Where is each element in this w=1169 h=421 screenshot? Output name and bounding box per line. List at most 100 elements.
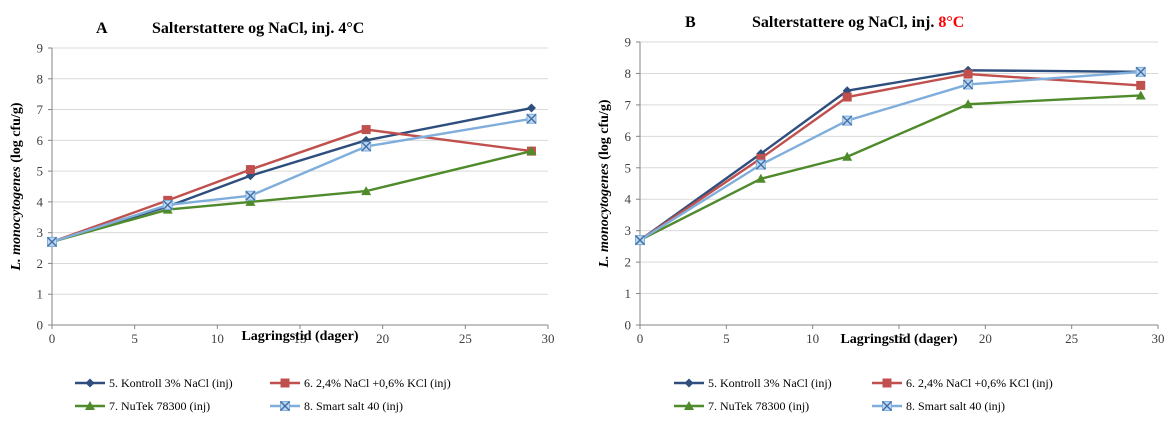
legend-item: 6. 2,4% NaCl +0,6% KCl (inj) [270, 376, 451, 390]
chart-title: Salterstattere og NaCl, inj. 8°C [752, 14, 964, 31]
series-1 [635, 65, 1146, 245]
chart-title: Salterstattere og NaCl, inj. 4°C [152, 20, 364, 37]
legend-item: 8. Smart salt 40 (inj) [270, 399, 403, 413]
series-1 [47, 103, 536, 247]
legend-item: 7. NuTek 78300 (inj) [75, 399, 210, 413]
series-line [51, 117, 532, 244]
legend-marker [882, 401, 892, 411]
legend-marker [684, 378, 694, 388]
series-line [51, 128, 532, 244]
x-tick-label: 25 [1065, 331, 1078, 346]
y-axis-title: L. monocytogenes (log cfu/g) [597, 99, 612, 268]
legend-label: 5. Kontroll 3% NaCl (inj) [109, 376, 233, 390]
legend-label: 8. Smart salt 40 (inj) [906, 399, 1005, 413]
x-tick-label: 10 [211, 331, 224, 346]
data-point [842, 115, 853, 126]
series-2 [635, 69, 1146, 245]
data-point [756, 153, 766, 163]
x-axis-title: Lagringstid (dager) [241, 329, 358, 344]
data-point [963, 79, 974, 90]
x-tick-label: 5 [131, 331, 138, 346]
x-axis-title: Lagringstid (dager) [840, 332, 957, 347]
data-point [842, 151, 853, 161]
x-tick-label: 15 [893, 331, 906, 346]
data-point [47, 236, 57, 247]
legend-marker [85, 401, 95, 410]
y-tick-label: 6 [625, 129, 632, 144]
legend: 5. Kontroll 3% NaCl (inj) 6. 2,4% NaCl +0… [75, 376, 451, 413]
legend-item: 6. 2,4% NaCl +0,6% KCl (inj) [872, 376, 1053, 390]
panel-letter: B [685, 14, 696, 31]
legend-item: 5. Kontroll 3% NaCl (inj) [75, 376, 233, 390]
x-tick-label: 20 [376, 331, 389, 346]
y-tick-label: 9 [625, 35, 632, 50]
data-point [526, 113, 537, 124]
y-tick-label: 0 [625, 318, 632, 333]
legend-label: 6. 2,4% NaCl +0,6% KCl (inj) [906, 376, 1053, 390]
x-tick-label: 30 [1152, 331, 1165, 346]
chart-title-temperature: 4°C [338, 20, 364, 37]
legend-label: 5. Kontroll 3% NaCl (inj) [708, 376, 832, 390]
data-point [526, 103, 536, 113]
series-line [51, 149, 532, 244]
y-tick-label: 2 [625, 255, 632, 270]
legend-item: 7. NuTek 78300 (inj) [674, 399, 809, 413]
y-tick-label: 9 [37, 41, 44, 56]
y-tick-label: 7 [37, 102, 44, 117]
data-point [755, 159, 766, 170]
data-point [361, 186, 372, 196]
data-point [635, 235, 645, 246]
x-tick-label: 0 [637, 331, 644, 346]
data-point [1135, 90, 1146, 100]
y-tick-label: 2 [37, 256, 44, 271]
data-point [361, 141, 372, 152]
x-tick-label: 30 [542, 331, 555, 346]
y-tick-label: 5 [625, 160, 632, 175]
legend-item: 8. Smart salt 40 (inj) [872, 399, 1005, 413]
x-tick-label: 5 [723, 331, 730, 346]
data-point [361, 125, 371, 135]
data-point [245, 165, 255, 175]
x-tick-label: 20 [979, 331, 992, 346]
y-axis-title-unit: (log cfu/g) [9, 102, 24, 166]
data-point [245, 196, 256, 206]
x-tick-label: 10 [806, 331, 819, 346]
series-4 [635, 66, 1146, 246]
legend-item: 5. Kontroll 3% NaCl (inj) [674, 376, 832, 390]
y-tick-label: 7 [625, 97, 632, 112]
x-tick-label: 0 [49, 331, 56, 346]
panel-letter: A [96, 20, 108, 37]
data-point [162, 199, 173, 210]
series-line [639, 70, 1141, 242]
series-2 [47, 125, 536, 247]
data-point [526, 146, 537, 156]
y-axis-title-unit: (log cfu/g) [597, 99, 612, 163]
data-point [963, 99, 974, 109]
legend-marker [684, 401, 694, 410]
data-point [1135, 66, 1146, 77]
chart-panel-a: A Salterstattere og NaCl, inj. 4°C 0 1 2 3 4 5 6 7… [9, 20, 555, 413]
legend-label: 8. Smart salt 40 (inj) [304, 399, 403, 413]
y-axis-title: L. monocytogenes (log cfu/g) [9, 102, 24, 271]
y-tick-label: 1 [625, 286, 632, 301]
y-tick-label: 1 [37, 287, 44, 302]
data-point [842, 92, 852, 102]
x-tick-label: 25 [459, 331, 472, 346]
legend-marker [280, 378, 290, 388]
legend-label: 7. NuTek 78300 (inj) [708, 399, 809, 413]
legend-marker [882, 378, 892, 388]
y-tick-label: 5 [37, 164, 44, 179]
y-tick-label: 0 [37, 318, 44, 333]
y-axis-title-species: L. monocytogenes [9, 166, 24, 272]
data-point [755, 173, 766, 183]
legend: 5. Kontroll 3% NaCl (inj) 6. 2,4% NaCl +0… [674, 376, 1053, 413]
data-point [245, 190, 256, 201]
chart-title-main: Salterstattere og NaCl, inj. [152, 20, 334, 37]
chart-title-main: Salterstattere og NaCl, inj. [752, 14, 934, 31]
legend-marker [280, 401, 290, 411]
chart-title-temperature: 8°C [938, 14, 964, 31]
data-point [963, 69, 973, 79]
x-tick-label: 15 [294, 331, 307, 346]
y-tick-label: 3 [37, 225, 44, 240]
